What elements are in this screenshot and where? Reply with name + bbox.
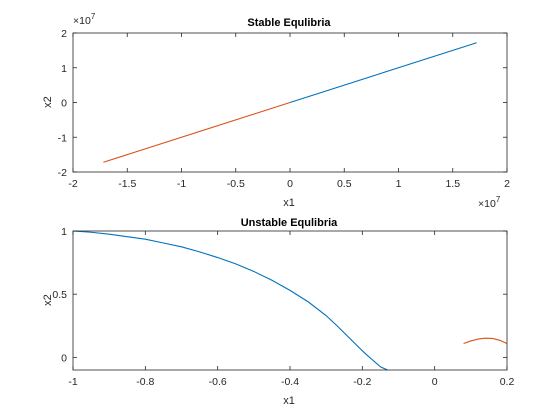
- y-tick-label: 0.5: [52, 289, 67, 301]
- x-tick-label: -0.2: [353, 376, 371, 388]
- x-tick-label: 0.2: [500, 376, 515, 388]
- x-tick-label: -1: [177, 178, 186, 190]
- x-tick-label: 2: [504, 178, 510, 190]
- y-tick-label: 0: [61, 98, 67, 110]
- x-tick-label: 0: [432, 376, 438, 388]
- y-tick-label: -2: [58, 167, 67, 179]
- y-multiplier-stable: ×107: [73, 12, 96, 27]
- x-tick-label: -1: [68, 376, 77, 388]
- y-tick-label: 2: [61, 28, 67, 40]
- xlabel-unstable: x1: [283, 395, 295, 407]
- series-line-1: [72, 230, 388, 371]
- x-tick-label: -0.5: [227, 178, 245, 190]
- ylabel-unstable: x2: [42, 294, 54, 306]
- y-tick-label: 1: [61, 226, 67, 238]
- plot-area-unstable: -1 -0.8 -0.6 -0.4 -0.2 0 0.2 0 0.5 1: [52, 226, 514, 388]
- x-multiplier-stable: ×107: [478, 195, 501, 210]
- x-tick-label: -2: [68, 178, 77, 190]
- x-tick-label: 0: [287, 178, 293, 190]
- x-tick-label: 0.5: [337, 178, 352, 190]
- y-tick-label: 0: [61, 352, 67, 364]
- title-unstable: Unstable Equlibria: [241, 217, 338, 229]
- x-tick-label: -1.5: [118, 178, 136, 190]
- ylabel-stable: x2: [42, 96, 54, 108]
- y-tick-label: 1: [61, 63, 67, 75]
- series-line-2: [463, 337, 508, 344]
- subplot-unstable: Unstable Equlibria -1 -0.8 -0.6 -0.4 -0.2 0 0.…: [42, 217, 514, 407]
- x-tick-label: -0.8: [136, 376, 154, 388]
- title-stable: Stable Equlibria: [247, 17, 331, 29]
- series-line-2: [103, 101, 291, 163]
- x-tick-label: 1: [396, 178, 402, 190]
- series-line-1: [289, 42, 477, 104]
- axes-box: [72, 230, 508, 371]
- x-tick-label: 1.5: [445, 178, 460, 190]
- x-tick-label: -0.6: [209, 376, 227, 388]
- plot-area-stable: -2 -1.5 -1 -0.5 0 0.5 1 1.5 2 -2 -1 0 1 2: [58, 28, 510, 190]
- xlabel-stable: x1: [283, 197, 295, 209]
- y-tick-label: -1: [58, 132, 67, 144]
- subplot-stable: Stable Equlibria ×107 -2 -1.5 -1 -0.5 0 0.5 1 1…: [42, 12, 510, 210]
- x-tick-label: -0.4: [281, 376, 299, 388]
